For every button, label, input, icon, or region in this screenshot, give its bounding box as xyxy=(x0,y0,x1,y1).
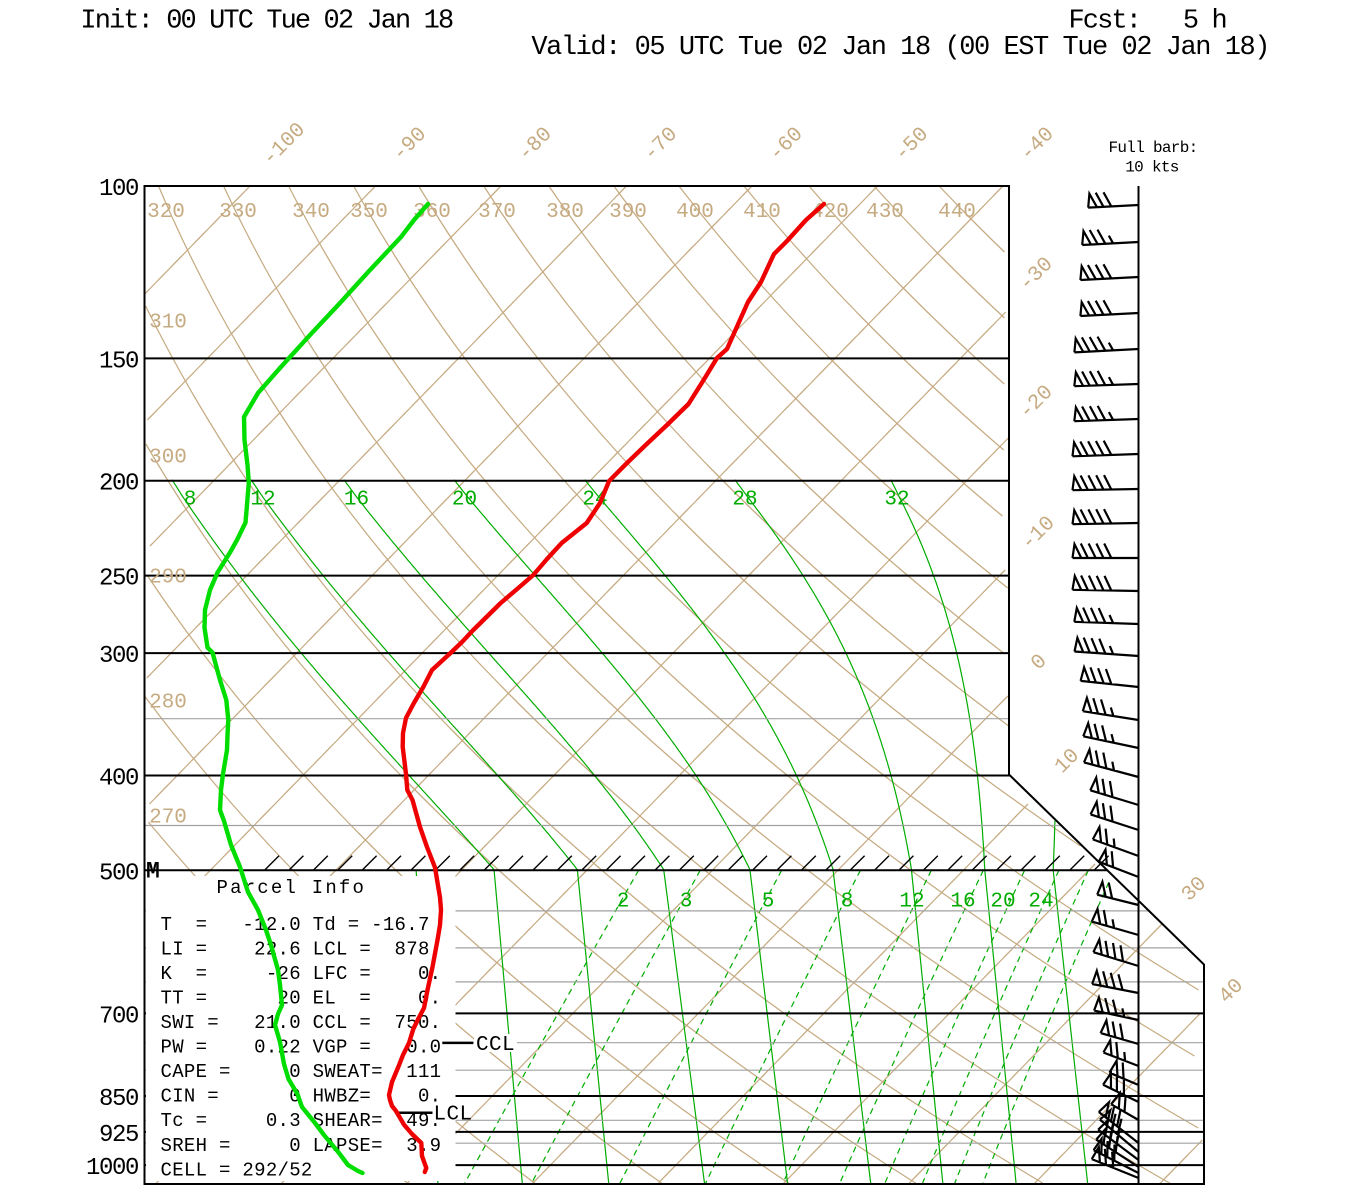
svg-text:380: 380 xyxy=(546,201,584,224)
svg-text:Full barb:: Full barb: xyxy=(1108,139,1197,157)
svg-text:250: 250 xyxy=(99,566,138,593)
svg-text:16: 16 xyxy=(950,891,975,914)
svg-text:K = -26 LFC = 0.: K = -26 LFC = 0. xyxy=(161,963,442,985)
svg-text:440: 440 xyxy=(938,201,976,224)
svg-text:320: 320 xyxy=(147,201,185,224)
svg-text:Init: 00 UTC Tue 02 Jan 18: Init: 00 UTC Tue 02 Jan 18 xyxy=(80,7,453,37)
svg-text:700: 700 xyxy=(99,1003,138,1030)
svg-text:400: 400 xyxy=(676,201,714,224)
svg-text:12: 12 xyxy=(899,891,924,914)
svg-text:CAPE = 0 SWEAT= 111: CAPE = 0 SWEAT= 111 xyxy=(161,1061,442,1083)
svg-text:330: 330 xyxy=(219,201,257,224)
svg-text:16: 16 xyxy=(344,489,369,512)
svg-text:SREH = 0 LAPSE= 3.9: SREH = 0 LAPSE= 3.9 xyxy=(161,1135,442,1157)
svg-text:5: 5 xyxy=(762,891,775,914)
svg-text:280: 280 xyxy=(149,692,187,715)
svg-text:300: 300 xyxy=(149,447,187,470)
svg-text:SWI = 21.0 CCL = 750.: SWI = 21.0 CCL = 750. xyxy=(161,1012,442,1034)
svg-text:28: 28 xyxy=(732,489,757,512)
svg-text:200: 200 xyxy=(99,471,138,498)
svg-text:20: 20 xyxy=(452,489,477,512)
svg-text:Fcst: 5 h: Fcst: 5 h xyxy=(1069,7,1226,37)
svg-text:PW = 0.22 VGP = 0.0: PW = 0.22 VGP = 0.0 xyxy=(161,1037,442,1059)
svg-text:300: 300 xyxy=(99,643,138,670)
svg-text:12: 12 xyxy=(250,489,275,512)
svg-text:3: 3 xyxy=(680,891,693,914)
svg-text:925: 925 xyxy=(99,1122,138,1149)
svg-text:430: 430 xyxy=(866,201,904,224)
svg-text:360: 360 xyxy=(413,201,451,224)
svg-text:Valid: 05 UTC Tue 02 Jan 18 (0: Valid: 05 UTC Tue 02 Jan 18 (00 EST Tue … xyxy=(531,33,1269,63)
svg-text:8: 8 xyxy=(841,891,854,914)
svg-text:340: 340 xyxy=(292,201,330,224)
svg-text:100: 100 xyxy=(99,176,138,203)
svg-text:20: 20 xyxy=(990,891,1015,914)
svg-text:T = -12.0 Td = -16.7: T = -12.0 Td = -16.7 xyxy=(161,914,430,936)
svg-text:CELL = 292/52: CELL = 292/52 xyxy=(161,1159,313,1181)
svg-text:400: 400 xyxy=(99,765,138,792)
svg-text:8: 8 xyxy=(184,489,197,512)
svg-text:32: 32 xyxy=(884,489,909,512)
svg-text:M: M xyxy=(146,859,160,885)
svg-text:270: 270 xyxy=(149,807,187,830)
svg-text:850: 850 xyxy=(99,1086,138,1113)
svg-text:290: 290 xyxy=(149,567,187,590)
svg-text:CIN = 0 HWBZ= 0.: CIN = 0 HWBZ= 0. xyxy=(161,1086,442,1108)
svg-text:CCL: CCL xyxy=(476,1034,515,1057)
svg-text:LCL: LCL xyxy=(434,1104,473,1127)
svg-text:Parcel Info: Parcel Info xyxy=(217,877,367,899)
svg-text:10 kts: 10 kts xyxy=(1125,159,1179,177)
svg-text:Tc = 0.3 SHEAR= 49.: Tc = 0.3 SHEAR= 49. xyxy=(161,1110,442,1132)
svg-text:TT = 20 EL = 0.: TT = 20 EL = 0. xyxy=(161,987,442,1009)
svg-text:2: 2 xyxy=(617,891,630,914)
svg-text:LI = 22.6 LCL = 878.: LI = 22.6 LCL = 878. xyxy=(161,938,442,960)
svg-text:310: 310 xyxy=(149,312,187,335)
svg-text:150: 150 xyxy=(99,348,138,375)
svg-text:350: 350 xyxy=(350,201,388,224)
svg-text:500: 500 xyxy=(99,860,138,887)
svg-text:24: 24 xyxy=(1028,891,1053,914)
svg-text:390: 390 xyxy=(609,201,647,224)
svg-text:410: 410 xyxy=(743,201,781,224)
svg-text:370: 370 xyxy=(478,201,516,224)
svg-text:1000: 1000 xyxy=(86,1155,138,1182)
